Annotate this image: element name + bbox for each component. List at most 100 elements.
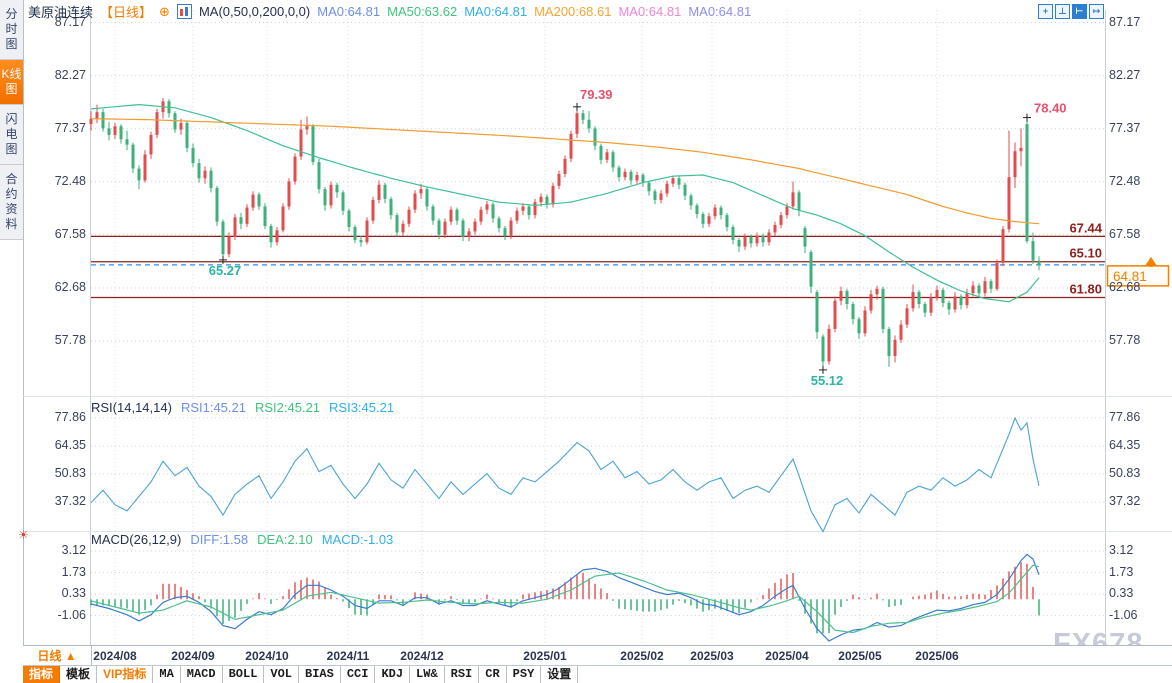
sidebar-tab-闪电图[interactable]: 闪电图: [0, 105, 23, 165]
axis-tick-87.17: 87.17: [1109, 14, 1141, 29]
restore-view-icon[interactable]: ↦: [1089, 4, 1104, 19]
ma-line-MA50: [90, 103, 1040, 303]
axis-tick-1.73: 1.73: [61, 564, 86, 579]
macd-values: DIFF:1.58 DEA:2.10 MACD:-1.03: [190, 532, 402, 547]
toolbar-button-MACD[interactable]: MACD: [180, 666, 223, 683]
sidebar-tab-合约资料[interactable]: 合约资料: [0, 165, 23, 240]
current-price-label: 64.81: [1113, 269, 1147, 284]
axis-tick-1.73: 1.73: [1109, 564, 1134, 579]
toolbar-button-PSY[interactable]: PSY: [506, 666, 542, 683]
rsi-value-0: RSI1:45.21: [180, 400, 246, 415]
axis-tick-57.78: 57.78: [1109, 333, 1141, 348]
macd-header: MACD(26,12,9) DIFF:1.58 DEA:2.10 MACD:-1.0…: [91, 532, 402, 547]
axis-tick-57.78: 57.78: [54, 333, 86, 348]
toolbar-button-MA[interactable]: MA: [153, 666, 181, 683]
macd-dea-line: [90, 564, 1040, 634]
axis-tick-3.12: 3.12: [61, 543, 86, 557]
axis-tick-72.48: 72.48: [1109, 173, 1141, 188]
axis-tick-0.33: 0.33: [1109, 586, 1134, 601]
pan-crosshair-icon[interactable]: +: [1038, 4, 1053, 19]
axis-tick-72.48: 72.48: [54, 173, 86, 188]
annotation-78.40: 78.40: [1034, 101, 1067, 116]
date-label-2025/05: 2025/05: [838, 649, 882, 663]
period-selector[interactable]: 日线 ▲: [23, 646, 92, 666]
axis-tick-82.27: 82.27: [54, 67, 86, 82]
instrument-title: 美原油连续: [28, 4, 94, 20]
current-price-tag: 64.81: [1106, 256, 1170, 287]
date-label-2025/04: 2025/04: [765, 649, 809, 663]
ma-value-4: MA0:64.81: [618, 3, 682, 19]
rsi-values: RSI1:45.21 RSI2:45.21 RSI3:45.21: [181, 400, 403, 415]
level-label-67.44: 67.44: [1069, 220, 1102, 235]
macd-params-label[interactable]: MACD(26,12,9): [91, 532, 182, 547]
ma-value-2: MA0:64.81: [464, 3, 528, 19]
rsi-params-label[interactable]: RSI(14,14,14): [91, 400, 172, 415]
axis-tick--1.06: -1.06: [57, 607, 87, 622]
date-label-2025/03: 2025/03: [690, 649, 734, 663]
toolbar-button-模板[interactable]: 模板: [60, 666, 98, 683]
toolbar-button-BIAS[interactable]: BIAS: [299, 666, 341, 683]
macd-value-1: DEA:2.10: [257, 532, 313, 547]
axis-tick-87.17: 87.17: [54, 14, 86, 29]
period-tag: 【日线】: [100, 4, 153, 20]
axis-tick-37.32: 37.32: [1109, 493, 1141, 508]
date-label-2025/01: 2025/01: [523, 649, 567, 663]
ma-line-MA200: [90, 118, 1040, 225]
date-label-2024/08: 2024/08: [93, 649, 137, 663]
ma-settings-label[interactable]: MA(0,50,0,200,0,0): [198, 3, 311, 19]
indicator-settings-icon[interactable]: ☀: [18, 528, 29, 542]
ma-value-0: MA0:64.81: [317, 3, 381, 19]
right-price-axis: 87.17 82.27 77.37 72.48 67.58 62.68 57.78 77.86…: [1109, 0, 1171, 683]
annotation-55.12: 55.12: [811, 373, 844, 388]
axis-tick-37.32: 37.32: [54, 493, 86, 508]
axis-tick-0.33: 0.33: [61, 586, 86, 601]
chart-header: 美原油连续 【日线】 ⊕ MA(0,50,0,200,0,0) MA0:64.8…: [28, 2, 758, 20]
kline-style-icon[interactable]: [176, 3, 192, 19]
rsi-header: RSI(14,14,14) RSI1:45.21 RSI2:45.21 RSI3:4…: [91, 400, 403, 415]
toolbar-button-设置[interactable]: 设置: [541, 666, 579, 683]
axis-tick-3.12: 3.12: [1109, 543, 1134, 557]
macd-series: [90, 553, 1040, 642]
indicator-toolbar: 指标 模板 VIP指标 MA MACD BOLL VOL BIAS CCI KDJ LW& RSI CR…: [23, 665, 1172, 683]
toolbar-button-CCI[interactable]: CCI: [340, 666, 376, 683]
date-label-2024/09: 2024/09: [171, 649, 215, 663]
add-indicator-icon[interactable]: ⊕: [159, 3, 170, 19]
ma-overlays: [90, 103, 1040, 303]
axis-tick-82.27: 82.27: [1109, 67, 1141, 82]
toolbar-button-BOLL[interactable]: BOLL: [222, 666, 265, 683]
axis-tick-62.68: 62.68: [1109, 279, 1141, 294]
level-label-61.80: 61.80: [1069, 282, 1102, 297]
axis-tick-77.37: 77.37: [1109, 120, 1141, 135]
price-up-arrow-icon: [1145, 256, 1157, 266]
gridlines: [23, 10, 1172, 645]
annotation-79.39: 79.39: [580, 87, 613, 102]
axis-tick-77.86: 77.86: [54, 410, 86, 424]
date-label-2025/06: 2025/06: [915, 649, 959, 663]
chart-window-icons: + ⊥ ⊢ ↦: [1038, 4, 1104, 19]
toolbar-button-指标[interactable]: 指标: [23, 666, 61, 683]
sidebar-tab-分时图[interactable]: 分时图: [0, 0, 23, 60]
toolbar-button-VOL[interactable]: VOL: [264, 666, 300, 683]
axis-tick-77.37: 77.37: [54, 120, 86, 135]
rsi-value-2: RSI3:45.21: [329, 400, 395, 415]
ma-value-1: MA50:63.62: [387, 3, 458, 19]
axis-tick-62.68: 62.68: [54, 279, 86, 294]
left-price-axis: 87.17 82.27 77.37 72.48 67.58 62.68 57.78 77.86…: [24, 0, 86, 683]
toolbar-button-LW&[interactable]: LW&: [410, 666, 445, 683]
date-label-2024/12: 2024/12: [400, 649, 444, 663]
candlestick-series: [89, 98, 1041, 370]
toolbar-button-RSI[interactable]: RSI: [444, 666, 480, 683]
axis-tick-67.58: 67.58: [54, 226, 86, 241]
toolbar-button-CR[interactable]: CR: [479, 666, 507, 683]
rsi-value-1: RSI2:45.21: [254, 400, 321, 415]
macd-value-0: DIFF:1.58: [190, 532, 249, 547]
toolbar-button-VIP指标[interactable]: VIP指标: [97, 666, 154, 683]
axis-tick-64.35: 64.35: [1109, 437, 1141, 452]
x-axis-scale-icon[interactable]: ⊢: [1072, 4, 1087, 19]
y-axis-scale-icon[interactable]: ⊥: [1055, 4, 1070, 19]
sidebar-tab-K线图[interactable]: K线图: [0, 60, 23, 105]
period-up-arrow-icon: ▲: [64, 649, 77, 663]
toolbar-button-KDJ[interactable]: KDJ: [375, 666, 411, 683]
